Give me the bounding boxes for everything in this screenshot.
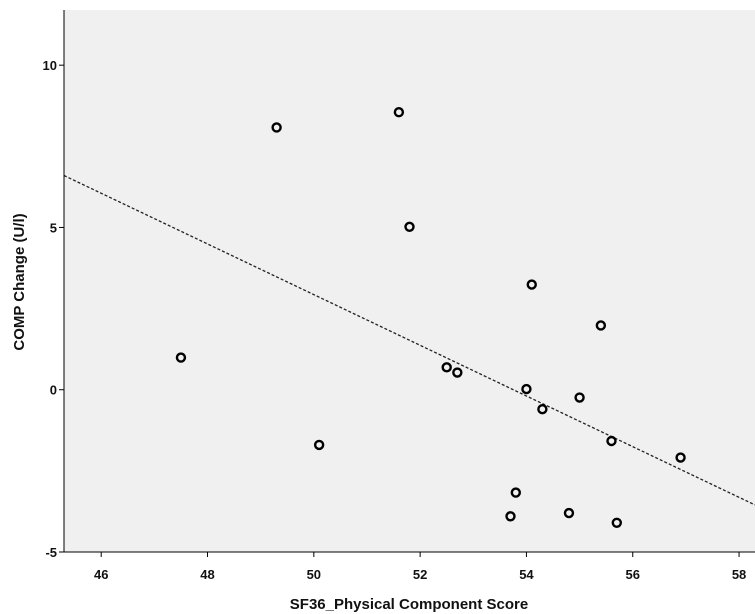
data-point	[175, 352, 187, 363]
data-point	[521, 383, 532, 395]
data-point	[393, 107, 405, 118]
x-tick-label: 48	[200, 567, 214, 582]
x-tick-label: 46	[94, 567, 108, 582]
y-tick-label: -5	[45, 545, 57, 560]
data-point	[611, 517, 622, 528]
data-point	[675, 452, 686, 463]
data-point	[441, 362, 452, 373]
data-point	[505, 511, 516, 522]
data-point	[537, 403, 548, 415]
y-tick-label: 10	[43, 58, 57, 73]
data-point	[526, 279, 537, 290]
data-point	[606, 435, 617, 447]
x-tick-label: 58	[732, 567, 746, 582]
data-point	[510, 487, 522, 498]
x-axis-title: SF36_Physical Component Score	[290, 596, 528, 613]
plot-area	[64, 10, 755, 552]
y-axis-title: COMP Change (U/l)	[11, 213, 28, 350]
data-point	[574, 392, 585, 403]
data-point	[313, 439, 325, 451]
x-tick-label: 54	[519, 567, 534, 582]
data-point	[271, 122, 282, 133]
data-point	[563, 507, 575, 519]
data-point	[595, 320, 607, 331]
x-tick-label: 50	[307, 567, 321, 582]
data-point	[452, 367, 463, 378]
y-tick-label: 0	[50, 383, 57, 398]
y-tick-label: 5	[50, 220, 57, 235]
data-point	[404, 221, 415, 233]
x-tick-label: 56	[626, 567, 640, 582]
fit-line	[63, 174, 755, 506]
x-tick-label: 52	[413, 567, 427, 582]
